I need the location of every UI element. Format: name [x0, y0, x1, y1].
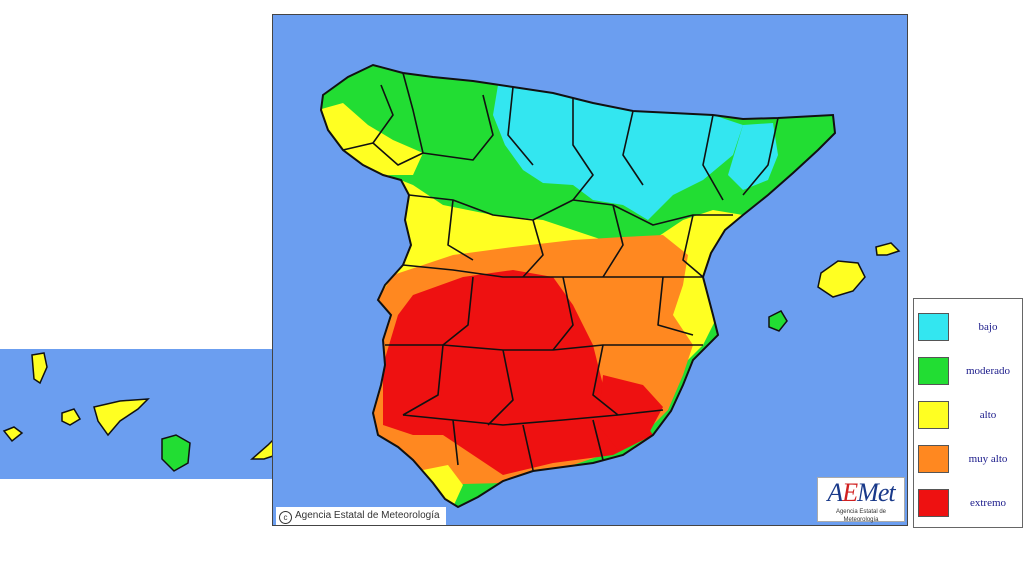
legend-swatch	[918, 357, 949, 385]
tenerife	[93, 398, 150, 437]
mallorca	[817, 260, 866, 298]
legend-swatch	[918, 489, 949, 517]
aemet-logo-mark: AEMet	[818, 478, 904, 508]
legend-swatch	[918, 445, 949, 473]
legend-label: muy alto	[968, 453, 1008, 465]
zone-extremo-southeast	[598, 375, 663, 450]
iberian-map-svg	[273, 15, 907, 525]
la-palma	[31, 352, 48, 385]
aemet-logo-subtitle: Agencia Estatal de Meteorología	[835, 509, 887, 523]
menorca	[875, 242, 901, 256]
canary-islands-inset	[0, 349, 272, 479]
logo-letter-a: A	[827, 478, 843, 507]
logo-letter-e: E	[842, 478, 858, 507]
la-gomera	[61, 408, 82, 426]
zone-bajo-north	[493, 85, 743, 220]
zone-bajo-pyrenees	[728, 123, 778, 190]
legend-item-muy-alto: muy alto	[918, 445, 1022, 475]
copyright-text: Agencia Estatal de Meteorología	[295, 510, 440, 521]
main-map	[272, 14, 908, 526]
legend-swatch	[918, 313, 949, 341]
legend-item-moderado: moderado	[918, 357, 1022, 387]
zone-alto-cadiz	[423, 465, 463, 507]
fuerteventura	[250, 439, 272, 460]
copyright-icon: c	[279, 511, 292, 524]
canary-islands-svg	[0, 349, 272, 479]
province-borders	[342, 72, 779, 471]
zone-extremo-central	[383, 270, 653, 475]
zone-alto-galicia	[321, 103, 423, 175]
legend-label: moderado	[966, 365, 1010, 377]
legend-item-extremo: extremo	[918, 489, 1022, 519]
legend-item-bajo: bajo	[918, 313, 1022, 343]
aemet-logo: AEMet Agencia Estatal de Meteorología	[817, 477, 905, 523]
risk-legend: bajo moderado alto muy alto extremo	[913, 298, 1023, 528]
legend-item-alto: alto	[918, 401, 1022, 431]
ibiza	[768, 310, 788, 332]
balearic-islands	[768, 242, 901, 332]
el-hierro	[2, 426, 24, 443]
legend-swatch	[918, 401, 949, 429]
legend-label: bajo	[978, 321, 998, 333]
legend-label: extremo	[969, 497, 1007, 509]
copyright-notice: c Agencia Estatal de Meteorología	[276, 507, 446, 525]
legend-label: alto	[979, 409, 997, 421]
logo-letters-met: Met	[857, 478, 895, 507]
gran-canaria	[161, 434, 191, 472]
